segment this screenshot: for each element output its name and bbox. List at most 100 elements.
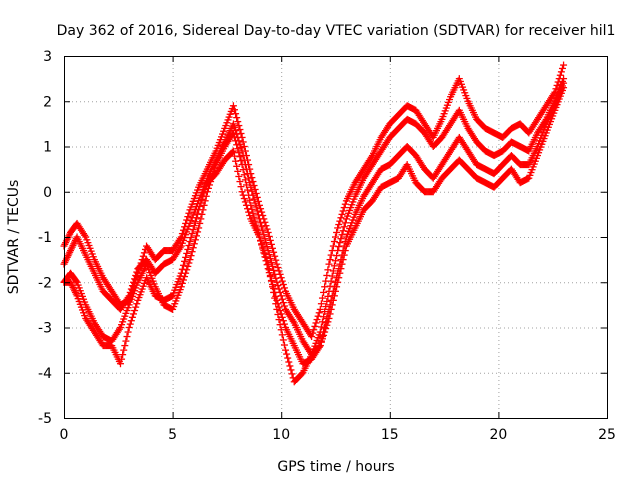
- data-point: [254, 211, 262, 219]
- data-point: [190, 222, 198, 230]
- x-tick-labels: 0 5 10 15 20 25: [60, 427, 616, 443]
- data-point: [336, 217, 344, 225]
- data-point: [257, 236, 265, 244]
- data-point: [248, 187, 256, 195]
- data-point: [232, 110, 240, 118]
- data-point: [557, 68, 565, 76]
- data-point: [188, 230, 196, 238]
- data-point: [264, 260, 272, 268]
- data-point: [338, 210, 346, 218]
- data-point: [315, 309, 323, 317]
- data-point: [194, 228, 202, 236]
- data-point: [330, 292, 338, 300]
- data-point: [259, 243, 267, 251]
- data-point: [119, 351, 127, 359]
- data-point: [122, 337, 130, 345]
- data-point: [240, 195, 248, 203]
- data-point: [195, 224, 203, 232]
- data-point: [201, 185, 209, 193]
- data-point: [128, 313, 136, 321]
- data-point: [185, 209, 193, 217]
- data-point: [237, 144, 245, 152]
- data-point: [235, 172, 243, 180]
- data-point: [325, 260, 333, 268]
- data-point: [279, 299, 287, 307]
- data-point: [188, 248, 196, 256]
- data-point: [335, 274, 343, 282]
- data-point: [239, 191, 247, 199]
- data-point: [262, 239, 270, 247]
- data-point: [130, 310, 138, 318]
- data-point: [232, 137, 240, 145]
- data-point: [311, 322, 319, 330]
- data-point: [229, 147, 237, 155]
- data-point: [236, 126, 244, 134]
- data-point: [187, 234, 195, 242]
- data-point: [182, 253, 190, 261]
- data-point: [274, 282, 282, 290]
- data-point: [251, 199, 259, 207]
- data-point: [337, 235, 345, 243]
- data-point: [192, 232, 200, 240]
- data-point: [255, 233, 263, 241]
- data-point: [278, 295, 286, 303]
- data-point: [318, 294, 326, 302]
- data-point: [320, 331, 328, 339]
- data-point: [323, 297, 331, 305]
- y-tick-label: -4: [38, 366, 52, 382]
- data-point: [233, 114, 241, 122]
- data-point: [275, 316, 283, 324]
- data-point: [236, 178, 244, 186]
- data-point: [269, 244, 277, 252]
- data-point: [336, 239, 344, 247]
- data-point: [259, 227, 267, 235]
- data-point: [277, 326, 285, 334]
- data-point: [286, 362, 294, 370]
- data-point: [257, 219, 265, 227]
- data-point: [274, 264, 282, 272]
- data-point: [267, 240, 275, 248]
- data-point: [336, 269, 344, 277]
- data-point: [269, 262, 277, 270]
- data-point: [235, 149, 243, 157]
- data-point: [234, 167, 242, 175]
- data-point: [339, 256, 347, 264]
- data-point: [197, 215, 205, 223]
- data-point: [313, 316, 321, 324]
- data-point: [191, 236, 199, 244]
- data-point: [327, 277, 335, 285]
- data-point: [250, 195, 258, 203]
- data-point: [229, 120, 237, 128]
- data-point: [238, 161, 246, 169]
- y-tick-label: -2: [38, 275, 52, 291]
- data-point: [232, 157, 240, 165]
- data-point: [239, 152, 247, 160]
- data-point: [240, 171, 248, 179]
- data-point: [183, 249, 191, 257]
- data-point: [278, 331, 286, 339]
- data-point: [196, 219, 204, 227]
- data-point: [185, 241, 193, 249]
- data-point: [262, 222, 270, 230]
- data-point: [200, 189, 208, 197]
- data-point: [280, 302, 288, 310]
- plot-frame: [64, 56, 608, 419]
- data-point: [263, 257, 271, 265]
- data-point: [181, 257, 189, 265]
- chart-title: Day 362 of 2016, Sidereal Day-to-day VTE…: [57, 23, 616, 39]
- data-point: [260, 247, 268, 255]
- data-point: [266, 236, 274, 244]
- data-point: [330, 262, 338, 270]
- data-point: [341, 200, 349, 208]
- data-point: [261, 235, 269, 243]
- data-point: [263, 225, 271, 233]
- data-point: [249, 178, 257, 186]
- data-point: [258, 223, 266, 231]
- data-point: [276, 321, 284, 329]
- data-point: [231, 152, 239, 160]
- data-point: [131, 275, 139, 283]
- data-point: [231, 133, 239, 141]
- data-point: [178, 265, 186, 273]
- data-point: [339, 207, 347, 215]
